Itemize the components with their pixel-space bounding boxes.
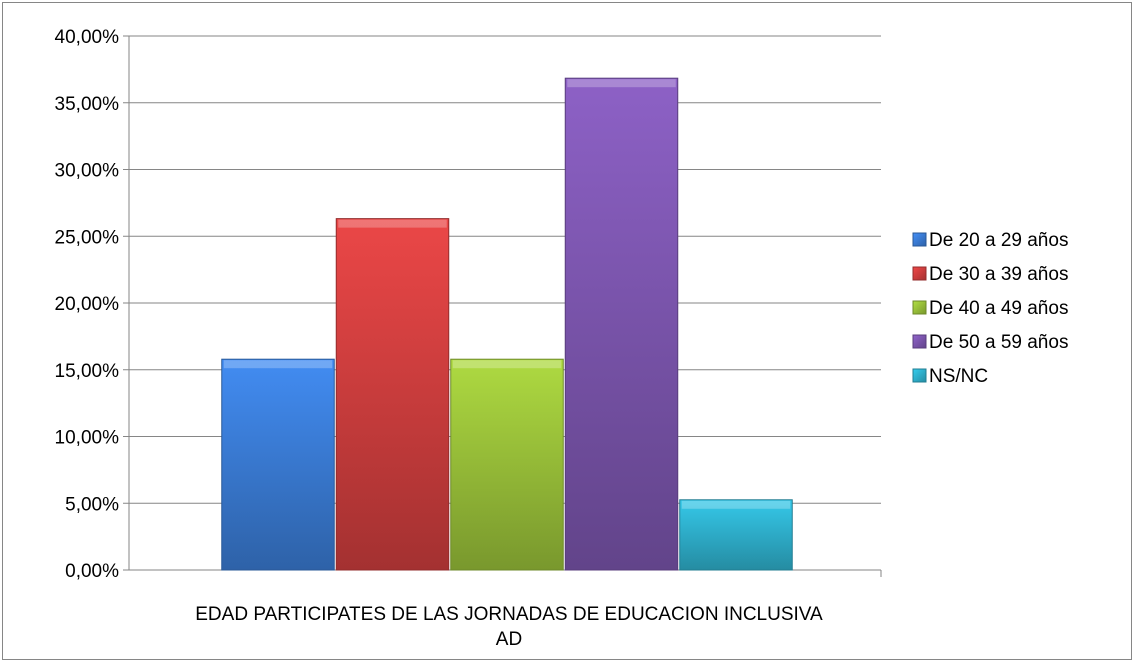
y-tick-label: 30,00% — [55, 161, 120, 182]
legend-label: De 40 a 49 años — [929, 298, 1068, 319]
bar-highlight — [223, 360, 333, 369]
bar-chart: 0,00% 5,00% 10,00% 15,00% 20,00% 25,00% 30,00%… — [55, 27, 1069, 650]
y-tick-label: 0,00% — [65, 561, 119, 582]
legend-label: De 20 a 29 años — [929, 230, 1068, 251]
legend-swatch — [912, 368, 927, 383]
bar-4 — [564, 77, 679, 571]
y-tick-labels: 0,00% 5,00% 10,00% 15,00% 20,00% 25,00% 30,00%… — [55, 27, 120, 582]
category-label-line: EDAD PARTICIPATES DE LAS JORNADAS DE EDU… — [195, 604, 823, 625]
category-label: EDAD PARTICIPATES DE LAS JORNADAS DE EDU… — [195, 604, 823, 650]
legend-label: De 50 a 59 años — [929, 332, 1068, 353]
legend: De 20 a 29 años De 30 a 39 años De 40 a 49… — [912, 230, 1068, 387]
y-tick-label: 5,00% — [65, 494, 119, 515]
y-tick-label: 20,00% — [55, 294, 120, 315]
legend-swatch — [912, 232, 927, 247]
bars — [221, 77, 793, 571]
bar-1 — [221, 358, 335, 571]
y-tick-label: 25,00% — [55, 227, 120, 248]
legend-swatch — [912, 266, 927, 281]
legend-swatch — [912, 334, 927, 349]
bar-3 — [450, 358, 564, 571]
bar-2 — [335, 218, 450, 571]
legend-label: NS/NC — [929, 366, 988, 387]
y-tick-label: 15,00% — [55, 361, 120, 382]
bar-highlight — [681, 500, 791, 509]
y-tick-label: 40,00% — [55, 27, 120, 48]
bar-highlight — [567, 79, 676, 88]
legend-label: De 30 a 39 años — [929, 264, 1068, 285]
bar-highlight — [338, 219, 447, 228]
y-tick-label: 35,00% — [55, 94, 120, 115]
legend-swatch — [912, 300, 927, 315]
bar-5 — [679, 499, 793, 571]
category-label-line: AD — [496, 629, 522, 650]
y-tick-label: 10,00% — [55, 428, 120, 449]
bar-highlight — [452, 360, 562, 369]
